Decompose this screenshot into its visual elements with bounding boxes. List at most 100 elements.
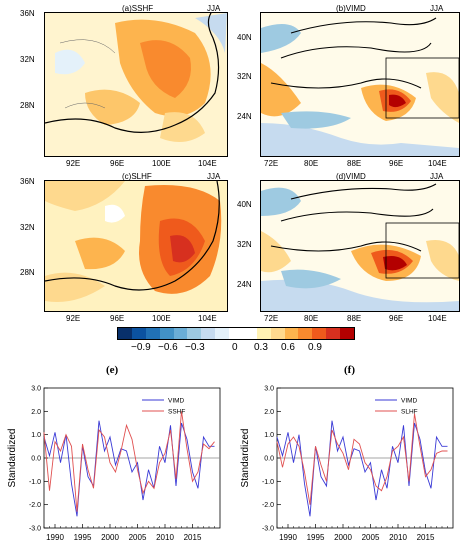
y-axis-label: Standardized <box>7 429 18 488</box>
colorbar-label: 0.3 <box>254 342 268 353</box>
colorbar-swatch <box>201 328 216 339</box>
x-tick-label: 2000 <box>101 533 119 542</box>
x-tick-label: 1990 <box>46 533 64 542</box>
colorbar-swatch <box>187 328 202 339</box>
x-tick-label: 1995 <box>307 533 325 542</box>
y-tick-label: -3.0 <box>262 526 274 533</box>
x-tick-label: 2005 <box>129 533 147 542</box>
map-c-season: JJA <box>207 172 221 181</box>
map-d-ytick: 24N <box>237 280 252 289</box>
map-b-xtick: 88E <box>347 159 362 168</box>
y-tick-label: -2.0 <box>262 502 274 509</box>
colorbar-label: −0.6 <box>158 342 178 353</box>
x-tick-label: 2015 <box>417 533 435 542</box>
legend-label: SSHF <box>168 409 185 416</box>
y-tick-label: -3.0 <box>29 526 41 533</box>
map-a-xtick: 104E <box>198 159 217 168</box>
map-b-field <box>261 13 459 156</box>
map-c-ytick: 32N <box>20 223 35 232</box>
colorbar-swatch <box>229 328 243 339</box>
map-a-title: (a)SSHF <box>122 4 154 13</box>
colorbar-swatch <box>131 328 146 339</box>
sublabel-e: (e) <box>106 364 119 376</box>
x-tick-label: 1990 <box>279 533 297 542</box>
map-b-xtick: 80E <box>304 159 319 168</box>
x-tick-label: 2010 <box>156 533 174 542</box>
map-b-xtick: 104E <box>428 159 447 168</box>
y-tick-label: 1.0 <box>264 432 274 439</box>
colorbar-swatch <box>242 328 257 339</box>
x-tick-label: 2015 <box>184 533 202 542</box>
colorbar-swatch <box>256 328 271 339</box>
map-c-ytick: 28N <box>20 268 35 277</box>
map-c-xtick: 96E <box>110 314 125 323</box>
colorbar-swatch <box>326 328 340 339</box>
colorbar-swatch <box>118 328 132 339</box>
series-line-vimd <box>43 420 215 517</box>
map-d-ytick: 40N <box>237 200 252 209</box>
colorbar-swatch <box>298 328 313 339</box>
colorbar-swatch <box>270 328 285 339</box>
map-a-xtick: 92E <box>66 159 81 168</box>
map-c-xtick: 92E <box>66 314 81 323</box>
colorbar-swatch <box>215 328 229 339</box>
y-tick-label: 3.0 <box>264 386 274 393</box>
y-tick-label: 1.0 <box>31 432 41 439</box>
map-d-field <box>261 181 459 311</box>
legend-label: VIMD <box>168 398 185 405</box>
y-tick-label: -1.0 <box>29 479 41 486</box>
map-d-xtick: 88E <box>347 314 362 323</box>
colorbar-swatch <box>340 328 354 339</box>
map-d-xtick: 80E <box>304 314 319 323</box>
y-tick-label: -2.0 <box>29 502 41 509</box>
map-c-ytick: 36N <box>20 177 35 186</box>
map-d-ytick: 32N <box>237 240 252 249</box>
series-line-sshf <box>43 411 215 512</box>
colorbar <box>117 327 355 340</box>
colorbar-label: 0.6 <box>281 342 295 353</box>
map-a-season: JJA <box>207 4 221 13</box>
colorbar-swatch <box>312 328 327 339</box>
map-b-ytick: 40N <box>237 33 252 42</box>
map-d-xtick: 72E <box>264 314 279 323</box>
y-tick-label: 3.0 <box>31 386 41 393</box>
map-a-ytick: 32N <box>20 55 35 64</box>
y-tick-label: 0.0 <box>31 456 41 463</box>
colorbar-label: 0.9 <box>308 342 322 353</box>
map-d-season: JJA <box>430 172 444 181</box>
colorbar-swatch <box>159 328 174 339</box>
map-c-field <box>45 181 227 311</box>
line-chart-e: 3.0 2.0 1.0 0.0 -1.0 -2.0 -3.0 1990 1995 2000 2005… <box>7 386 221 542</box>
x-tick-label: 2000 <box>334 533 352 542</box>
map-a-field <box>45 13 227 156</box>
colorbar-swatch <box>145 328 160 339</box>
legend-label: SLHF <box>401 409 418 416</box>
y-tick-label: -1.0 <box>262 479 274 486</box>
map-d-title: (d)VIMD <box>336 172 366 181</box>
line-chart-f: 3.0 2.0 1.0 0.0 -1.0 -2.0 -3.0 1990 1995 2000 2005… <box>240 386 454 542</box>
map-a-xtick: 96E <box>110 159 125 168</box>
map-a-ytick: 28N <box>20 101 35 110</box>
legend-label: VIMD <box>401 398 418 405</box>
series-line-slhf <box>276 413 448 505</box>
map-c-xtick: 104E <box>198 314 217 323</box>
sublabel-f: (f) <box>344 364 355 376</box>
map-b-title: (b)VIMD <box>336 4 366 13</box>
x-tick-label: 2005 <box>362 533 380 542</box>
x-tick-label: 1995 <box>74 533 92 542</box>
y-tick-label: 2.0 <box>31 409 41 416</box>
map-b-season: JJA <box>430 4 444 13</box>
colorbar-label: 0 <box>232 342 238 353</box>
map-b-xtick: 96E <box>389 159 404 168</box>
map-d-xtick: 96E <box>389 314 404 323</box>
map-b-ytick: 24N <box>237 112 252 121</box>
map-panel-a <box>44 12 228 157</box>
map-c-title: (c)SLHF <box>122 172 152 181</box>
y-tick-label: 2.0 <box>264 409 274 416</box>
map-panel-c <box>44 180 228 312</box>
map-a-ytick: 36N <box>20 9 35 18</box>
map-panel-b <box>260 12 460 157</box>
map-c-xtick: 100E <box>152 314 171 323</box>
map-b-ytick: 32N <box>237 72 252 81</box>
colorbar-label: −0.9 <box>131 342 151 353</box>
